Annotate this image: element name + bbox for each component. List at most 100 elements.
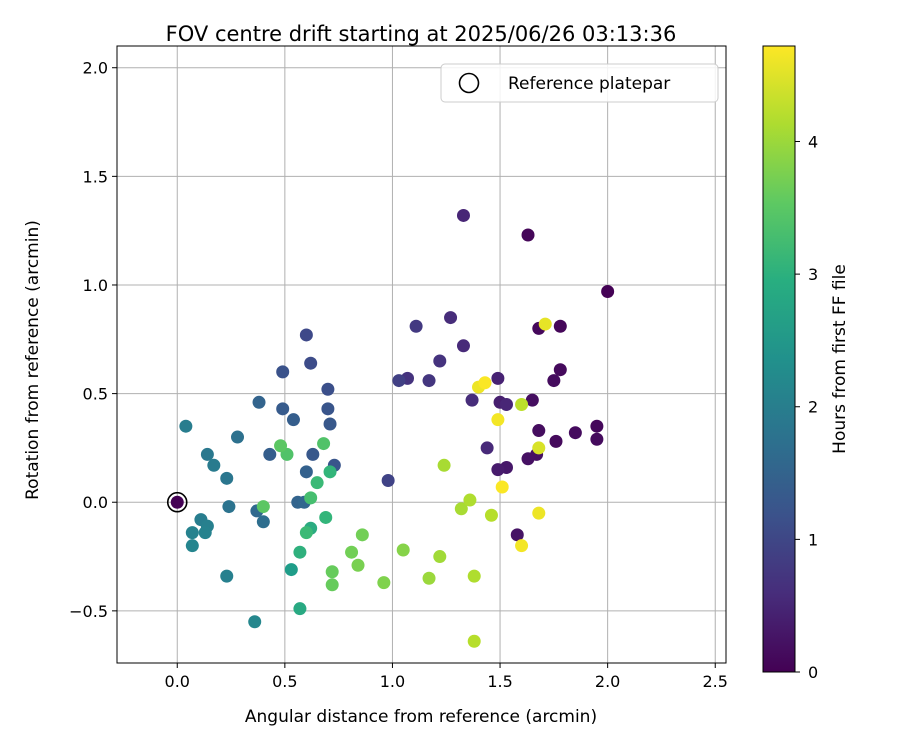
colorbar-tick-label: 1: [808, 530, 818, 549]
legend-label: Reference platepar: [508, 74, 670, 94]
colorbar-tick-label: 3: [808, 265, 818, 284]
data-point: [465, 393, 479, 407]
data-point: [601, 284, 615, 298]
colorbar-tick-label: 4: [808, 132, 818, 151]
x-tick-label: 2.5: [703, 672, 728, 691]
data-point: [200, 447, 214, 461]
data-point: [510, 528, 524, 542]
x-tick-label: 1.0: [380, 672, 405, 691]
data-point: [484, 508, 498, 522]
x-tick-label: 0.5: [272, 672, 297, 691]
y-axis-label: Rotation from reference (arcmin): [23, 220, 43, 500]
data-point: [433, 550, 447, 564]
data-point: [392, 374, 406, 388]
data-point: [304, 356, 318, 370]
chart-title: FOV centre drift starting at 2025/06/26 …: [166, 22, 677, 46]
data-point: [304, 491, 318, 505]
colorbar-tick-label: 0: [808, 663, 818, 682]
data-point: [377, 576, 391, 590]
data-point: [521, 228, 535, 242]
legend-reference-marker: [458, 72, 480, 94]
data-point: [381, 474, 395, 488]
data-point: [323, 417, 337, 431]
y-tick-label: 1.5: [83, 167, 108, 186]
data-point: [299, 465, 313, 479]
data-point: [553, 363, 567, 377]
data-point: [323, 465, 337, 479]
legend-box: [440, 63, 719, 103]
x-tick-label: 1.5: [487, 672, 512, 691]
data-point: [396, 543, 410, 557]
data-point: [590, 419, 604, 433]
y-tick-label: 0.0: [83, 493, 108, 512]
data-point: [185, 539, 199, 553]
data-point: [478, 376, 492, 390]
legend: Reference platepar: [440, 63, 719, 103]
y-tick-label: 1.0: [83, 276, 108, 295]
data-point: [276, 365, 290, 379]
data-point: [491, 413, 505, 427]
colorbar-ticks: 0 1 2 3 4: [795, 132, 818, 682]
colorbar-gradient: [762, 45, 796, 673]
data-point: [207, 458, 221, 472]
data-point: [310, 476, 324, 490]
data-point: [293, 545, 307, 559]
data-point: [256, 500, 270, 514]
colorbar-tick-label: 2: [808, 398, 818, 417]
data-point: [284, 563, 298, 577]
x-tick-label: 0.0: [165, 672, 190, 691]
data-point: [345, 545, 359, 559]
data-point: [319, 510, 333, 524]
data-point: [321, 382, 335, 396]
data-point: [274, 439, 288, 453]
data-point: [325, 578, 339, 592]
data-point: [456, 208, 470, 222]
data-point: [467, 569, 481, 583]
colorbar: 0 1 2 3 4 Hours from first FF file: [762, 45, 850, 682]
data-point: [222, 500, 236, 514]
data-point: [422, 374, 436, 388]
data-point: [515, 539, 529, 553]
data-point: [532, 424, 546, 438]
data-point: [286, 413, 300, 427]
data-point: [256, 515, 270, 529]
data-point: [422, 571, 436, 585]
data-point: [433, 354, 447, 368]
data-point: [532, 506, 546, 520]
data-point: [325, 565, 339, 579]
data-point: [220, 569, 234, 583]
data-point: [480, 441, 494, 455]
data-point: [317, 437, 331, 451]
grid: [117, 46, 726, 663]
data-point: [170, 495, 184, 509]
data-point: [263, 447, 277, 461]
y-tick-label: −0.5: [69, 602, 108, 621]
data-point: [467, 634, 481, 648]
data-point: [299, 328, 313, 342]
data-point: [454, 502, 468, 516]
data-point: [521, 452, 535, 466]
data-point: [293, 602, 307, 616]
data-point: [248, 615, 262, 629]
data-points: [166, 208, 615, 648]
data-point: [495, 480, 509, 494]
data-point: [491, 463, 505, 477]
data-point: [231, 430, 245, 444]
data-point: [538, 317, 552, 331]
data-point: [515, 397, 529, 411]
data-point: [500, 397, 514, 411]
data-point: [198, 526, 212, 540]
colorbar-label: Hours from first FF file: [830, 264, 850, 454]
reference-marker: [166, 491, 188, 513]
data-point: [590, 432, 604, 446]
data-point: [568, 426, 582, 440]
y-tick-label: 2.0: [83, 59, 108, 78]
data-point: [525, 393, 539, 407]
data-point: [444, 311, 458, 325]
data-point: [179, 419, 193, 433]
data-point: [463, 493, 477, 507]
data-point: [276, 402, 290, 416]
data-point: [547, 374, 561, 388]
data-point: [351, 558, 365, 572]
